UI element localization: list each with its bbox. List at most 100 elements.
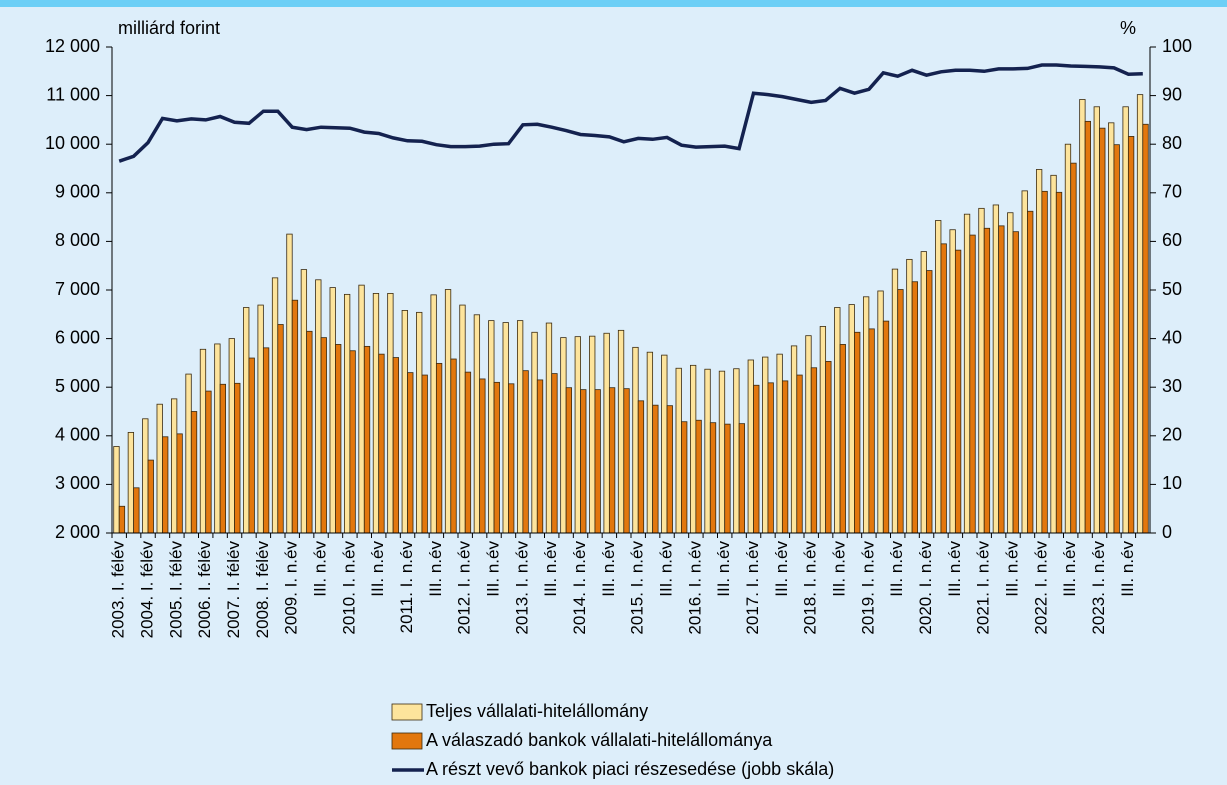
bar (320, 337, 327, 534)
bar (421, 374, 428, 534)
bar (963, 213, 971, 534)
bar (243, 307, 250, 534)
y2-axis-label: % (1120, 18, 1136, 38)
x-tick-label: III. n.év (484, 541, 503, 597)
x-tick-label: 2009. I. n.év (282, 541, 301, 635)
y-tick-label: 6 000 (55, 327, 100, 347)
bar (1079, 99, 1086, 534)
y2-tick-label: 30 (1162, 376, 1182, 396)
bar (790, 345, 798, 534)
x-tick-label: 2022. I. n.év (1031, 541, 1050, 635)
bar (949, 229, 956, 534)
bar (162, 436, 169, 534)
x-tick-label: 2017. I. n.év (743, 541, 762, 635)
bar (1012, 231, 1019, 534)
bar (522, 370, 529, 534)
bar (617, 329, 625, 534)
bar (156, 403, 163, 534)
bar (661, 354, 668, 534)
bar (516, 320, 524, 534)
bar (652, 404, 659, 534)
bar (176, 433, 183, 534)
bar (1113, 144, 1120, 534)
bar (113, 446, 120, 534)
bar (277, 324, 284, 534)
bar (935, 220, 942, 534)
bar (450, 358, 457, 534)
bar (493, 381, 500, 534)
x-tick-label: III. n.év (772, 541, 791, 597)
x-tick-label: 2020. I. n.év (916, 541, 935, 635)
y-axis-label: milliárd forint (118, 18, 220, 38)
y2-tick-label: 20 (1162, 425, 1182, 445)
x-tick-label: 2007. I. félév (224, 541, 243, 639)
x-tick-label: 2004. I. félév (138, 541, 157, 639)
line (118, 63, 1143, 163)
bar (133, 487, 140, 534)
legend-swatch (391, 732, 423, 750)
bar (459, 304, 466, 534)
x-tick-label: 2005. I. félév (166, 541, 185, 639)
bar (897, 289, 904, 534)
bar (825, 361, 832, 534)
bar (920, 251, 927, 534)
bar (306, 330, 313, 534)
bar (718, 370, 726, 534)
bar (488, 320, 495, 534)
y-tick-label: 2 000 (55, 522, 100, 542)
bar (257, 304, 264, 534)
bar (781, 380, 789, 534)
bar (603, 332, 610, 534)
bar (983, 227, 991, 534)
y-tick-label: 3 000 (55, 473, 100, 493)
bar (1108, 122, 1115, 534)
bar (632, 346, 639, 534)
x-tick-label: III. n.év (1060, 541, 1079, 597)
x-tick-label: III. n.év (887, 541, 906, 597)
bar (681, 421, 688, 534)
y2-tick-label: 90 (1162, 84, 1182, 104)
bar (767, 382, 774, 534)
y2-tick-label: 100 (1162, 36, 1192, 56)
bar (776, 353, 783, 534)
bar (969, 234, 976, 534)
bar (170, 398, 178, 534)
bar (502, 322, 509, 534)
y-tick-label: 12 000 (45, 36, 100, 56)
bar (185, 373, 192, 534)
y-tick-label: 7 000 (55, 279, 100, 299)
bar (531, 331, 538, 534)
bar (992, 204, 1000, 534)
bar (147, 459, 154, 534)
x-tick-label: III. n.év (599, 541, 618, 597)
bar (479, 378, 486, 534)
bar (401, 310, 408, 534)
bar (329, 287, 336, 534)
bar (1070, 162, 1077, 534)
x-tick-label: 2023. I. n.év (1089, 541, 1108, 635)
bar (738, 423, 746, 534)
bar (228, 338, 235, 534)
x-tick-label: III. n.év (426, 541, 445, 597)
x-tick-label: III. n.év (368, 541, 387, 597)
bar (545, 322, 553, 534)
bar (1136, 94, 1144, 534)
bar (589, 335, 596, 534)
y2-tick-label: 10 (1162, 473, 1182, 493)
bar (1055, 191, 1063, 534)
bar (753, 384, 760, 534)
bar (926, 270, 933, 534)
bar (291, 299, 299, 534)
x-tick-label: III. n.év (311, 541, 330, 597)
bar (127, 431, 135, 534)
bar (416, 311, 423, 534)
legend-swatch (391, 703, 423, 721)
bar (234, 382, 241, 534)
y2-tick-label: 70 (1162, 182, 1182, 202)
bar (1127, 136, 1135, 534)
bar (891, 268, 899, 534)
bar (358, 284, 365, 534)
bar (349, 350, 356, 534)
bar (1035, 169, 1043, 534)
